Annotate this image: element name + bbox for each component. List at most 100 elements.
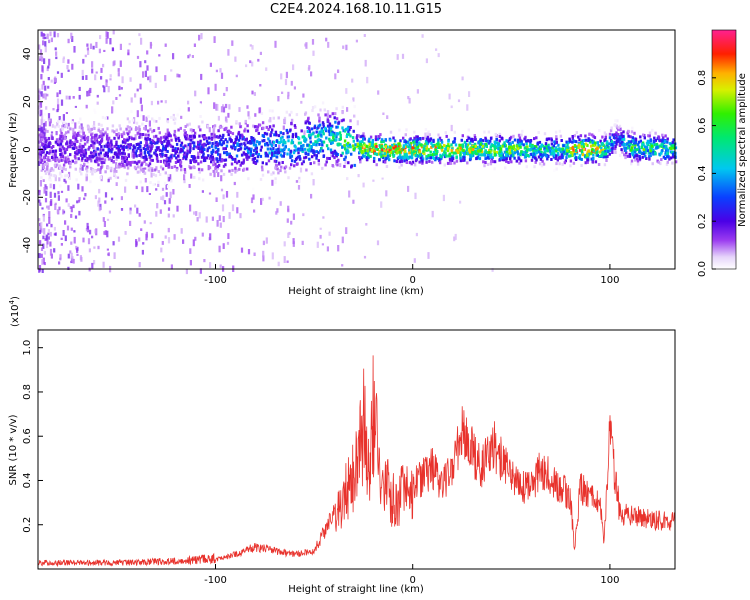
spectrogram-cell	[368, 137, 371, 141]
spectrogram-cell	[262, 255, 265, 262]
spectrogram-cell	[52, 145, 55, 148]
spectrogram-cell	[644, 148, 647, 152]
spectrogram-cell	[194, 159, 198, 163]
spectrogram-cell	[592, 153, 595, 157]
spectrogram-cell	[347, 130, 350, 133]
spectrogram-cell	[445, 154, 448, 158]
spectrogram-cell	[193, 135, 196, 139]
spectrogram-cell	[49, 191, 52, 198]
spectrogram-cell	[183, 170, 187, 174]
spectrogram-cell	[111, 147, 114, 151]
spectrogram-cell	[310, 155, 314, 159]
spectrogram-cell	[572, 161, 576, 165]
spectrogram-cell	[297, 185, 301, 190]
spectrogram-cell	[375, 145, 378, 148]
spectrogram-cell	[208, 141, 211, 145]
spectrogram-cell	[577, 146, 580, 149]
spectrogram-cell	[136, 165, 140, 169]
spectrogram-cell	[105, 37, 108, 44]
spectrogram-cell	[191, 128, 194, 134]
spectrogram-cell	[132, 156, 135, 159]
spectrogram-cell	[194, 156, 197, 160]
spectrogram-cell	[328, 139, 332, 143]
spectrogram-cell	[509, 142, 512, 146]
spectrogram-cell	[227, 133, 230, 137]
spectrogram-cell	[125, 127, 128, 131]
spectrogram-cell	[144, 125, 147, 131]
spectrogram-cell	[48, 175, 52, 179]
spectrogram-cell	[357, 146, 360, 150]
spectrogram-cell	[170, 179, 173, 183]
spectrogram-cell	[503, 158, 506, 162]
spectrogram-cell	[265, 237, 268, 244]
spectrogram-cell	[46, 67, 49, 72]
spectrogram-cell	[284, 145, 287, 149]
spectrogram-cell	[135, 143, 138, 146]
spectrogram-cell	[358, 141, 362, 144]
spectrogram-cell	[222, 172, 226, 176]
spectrogram-cell	[61, 127, 65, 131]
spectrogram-cell	[512, 146, 516, 150]
spectrogram-cell	[81, 186, 84, 192]
spectrogram-cell	[471, 139, 474, 143]
spectrogram-cell	[188, 184, 191, 188]
spectrogram-cell	[356, 142, 359, 146]
spectrogram-cell	[199, 128, 202, 132]
spectrogram-cell	[184, 125, 187, 128]
spectrogram-cell	[549, 146, 553, 150]
spectrogram-cell	[392, 153, 396, 157]
spectrogram-cell	[244, 127, 247, 131]
spectrogram-cell	[623, 153, 626, 157]
spectrogram-cell	[310, 193, 313, 199]
spectrogram-cell	[270, 153, 274, 157]
spectrogram-cell	[100, 165, 103, 169]
spectrogram-cell	[103, 161, 106, 164]
spectrogram-cell	[55, 158, 58, 162]
spectrogram-cell	[112, 61, 115, 67]
spectrogram-cell	[478, 145, 482, 149]
spectrogram-cell	[72, 96, 75, 99]
spectrogram-cell	[191, 134, 194, 141]
spectrogram-cell	[154, 149, 157, 153]
spectrogram-cell	[100, 67, 103, 73]
spectrogram-cell	[671, 152, 675, 156]
spectrogram-cell	[594, 147, 598, 151]
spectrogram-cell	[215, 103, 218, 111]
spectrogram-cell	[408, 143, 411, 147]
spectrogram-cell	[580, 164, 583, 167]
colorbar-gradient	[712, 30, 736, 269]
spectrogram-cell	[292, 238, 295, 245]
spectrogram-cell	[253, 252, 256, 256]
spectrogram-cell	[619, 128, 622, 132]
spectrogram-cell	[381, 156, 385, 160]
spectrogram-cell	[136, 131, 139, 135]
spectrogram-cell	[167, 227, 170, 233]
spectrogram-cell	[526, 139, 530, 143]
spectrogram-cell	[584, 134, 587, 138]
spectrogram-cell	[584, 161, 587, 165]
spectrogram-cell	[149, 75, 152, 83]
spectrogram-cell	[64, 235, 67, 242]
spectrogram-cell	[270, 131, 273, 135]
spectrogram-cell	[155, 156, 159, 160]
spectrogram-cell	[603, 163, 607, 167]
spectrogram-cell	[597, 163, 601, 166]
spectrogram-cell	[285, 110, 288, 114]
spectrogram-cell	[284, 140, 287, 144]
spectrogram-cell	[647, 134, 650, 138]
spectrogram-cell	[254, 113, 257, 117]
spectrogram-cell	[259, 84, 262, 87]
spectrogram-cell	[571, 153, 574, 157]
spectrogram-cell	[172, 214, 175, 218]
spectrogram-cell	[606, 140, 609, 144]
spectrogram-cell	[139, 83, 142, 90]
spectrogram-cell	[210, 160, 213, 164]
spectrogram-cell	[47, 77, 50, 81]
spectrogram-cell	[124, 159, 128, 163]
spectrogram-cell	[304, 112, 307, 116]
spectrogram-cell	[448, 157, 452, 161]
spectrogram-cell	[304, 121, 307, 125]
spectrogram-cell	[49, 201, 52, 207]
spectrogram-cell	[219, 264, 222, 268]
spectrogram-cell	[479, 143, 482, 147]
